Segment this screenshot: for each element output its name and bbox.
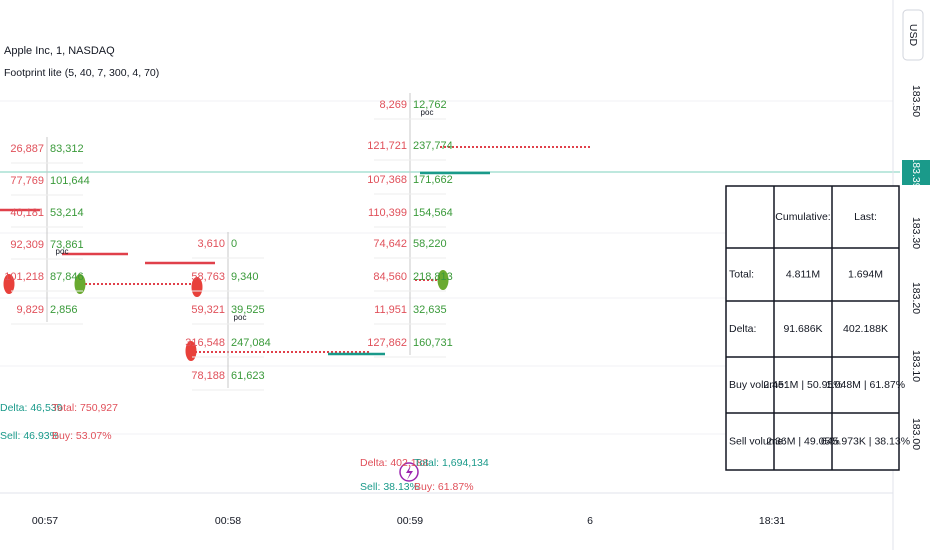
time-label: 00:57 — [32, 515, 58, 527]
imbalance-dot — [74, 274, 86, 294]
buy-volume: 73,861 — [50, 239, 84, 251]
table-cell: 645.973K | 38.13% — [821, 435, 910, 447]
buy-volume: 237,774 — [413, 140, 453, 152]
lightning — [406, 465, 413, 480]
imbalance-dot — [191, 277, 203, 297]
buy-volume: 0 — [231, 238, 237, 250]
sell-volume: 84,560 — [373, 271, 407, 283]
symbol-title: Apple Inc, 1, NASDAQ — [4, 45, 115, 57]
sell-volume: 92,309 — [10, 239, 44, 251]
sell-volume: 127,862 — [367, 337, 407, 349]
sell-volume: 316,548 — [185, 337, 225, 349]
price-label: 183.50 — [910, 85, 922, 117]
column-stat: Delta: 402,188 — [360, 457, 428, 469]
time-label: 6 — [587, 515, 593, 527]
last-price: 183.39 — [910, 156, 922, 188]
time-label: 18:31 — [759, 515, 785, 527]
sell-volume: 9,829 — [16, 304, 44, 316]
currency-box[interactable] — [902, 9, 924, 61]
table-row-label: Buy volume: — [729, 379, 787, 391]
table-cell: 402.188K — [843, 323, 888, 335]
buy-volume: 247,084 — [231, 337, 271, 349]
price-label: 183.30 — [910, 217, 922, 249]
table-cell: 2.36M | 49.05% — [766, 435, 839, 447]
buy-volume: 83,312 — [50, 143, 84, 155]
buy-volume: 39,525 — [231, 304, 265, 316]
buy-volume: 58,220 — [413, 238, 447, 250]
table-cell: 91.686K — [783, 323, 822, 335]
sell-volume: 3,610 — [197, 238, 225, 250]
table-row-label: Delta: — [729, 323, 756, 335]
plot: 26,887 83,312 77,769 101,644 40,181 53,214 92,… — [0, 93, 590, 493]
buy-volume: 218,813 — [413, 271, 453, 283]
column-stat: Delta: 46,539 — [0, 402, 63, 414]
poc-label: poc — [56, 247, 69, 256]
time-label: 00:59 — [397, 515, 423, 527]
table-cell: 4.811M — [786, 268, 820, 280]
column-stat: Total: 750,927 — [52, 402, 118, 414]
sell-volume: 59,321 — [191, 304, 225, 316]
sell-volume: 101,218 — [4, 271, 44, 283]
buy-volume: 12,762 — [413, 99, 447, 111]
sell-volume: 40,181 — [10, 207, 44, 219]
buy-volume: 9,340 — [231, 271, 259, 283]
table-border — [725, 185, 900, 471]
price-label: 183.00 — [910, 418, 922, 450]
price-label: 183.20 — [910, 282, 922, 314]
sell-volume: 77,769 — [10, 175, 44, 187]
sell-volume: 121,721 — [367, 140, 407, 152]
time-label: 00:58 — [215, 515, 241, 527]
table-header: Cumulative: — [775, 211, 830, 223]
price-label: 183.10 — [910, 350, 922, 382]
poc-label: poc — [421, 108, 434, 117]
column-stat: Sell: 46.93% — [0, 430, 59, 442]
buy-volume: 154,564 — [413, 207, 453, 219]
sell-volume: 58,763 — [191, 271, 225, 283]
column-stat: Buy: 61.87% — [414, 481, 474, 493]
buy-volume: 53,214 — [50, 207, 84, 219]
sell-volume: 78,188 — [191, 370, 225, 382]
sell-volume: 11,951 — [374, 304, 407, 316]
sell-volume: 26,887 — [10, 143, 44, 155]
column-stat: Buy: 53.07% — [52, 430, 112, 442]
column-stat: Total: 1,694,134 — [414, 457, 489, 469]
sell-volume: 110,399 — [368, 207, 407, 219]
table-cell: 2.451M | 50.95% — [763, 379, 842, 391]
sell-volume: 107,368 — [367, 174, 407, 186]
imbalance-dot — [437, 270, 449, 290]
stats-table: Cumulative: Last: Total: 4.811M 1.694M Delta:… — [725, 185, 910, 471]
buy-volume: 2,856 — [50, 304, 78, 316]
buy-volume: 160,731 — [413, 337, 453, 349]
buy-volume: 87,846 — [50, 271, 84, 283]
buy-volume: 101,644 — [50, 175, 90, 187]
poc-label: poc — [234, 313, 247, 322]
sell-volume: 8,269 — [379, 99, 407, 111]
buy-volume: 171,662 — [413, 174, 453, 186]
table-row-label: Total: — [729, 268, 754, 280]
imbalance-dot — [185, 341, 197, 361]
imbalance-dot — [3, 274, 15, 294]
table-cell: 1.048M | 61.87% — [826, 379, 905, 391]
column-stat: Sell: 38.13% — [360, 481, 419, 493]
table-header: Last: — [854, 211, 877, 223]
last-price-box — [902, 160, 930, 185]
table-cell: 1.694M — [848, 268, 883, 280]
buy-volume: 61,623 — [231, 370, 265, 382]
currency[interactable]: USD — [907, 24, 919, 47]
table-row-label: Sell volume: — [729, 435, 786, 447]
sell-volume: 74,642 — [373, 238, 407, 250]
indicator-title: Footprint lite (5, 40, 7, 300, 4, 70) — [4, 67, 159, 79]
buy-volume: 32,635 — [413, 304, 447, 316]
